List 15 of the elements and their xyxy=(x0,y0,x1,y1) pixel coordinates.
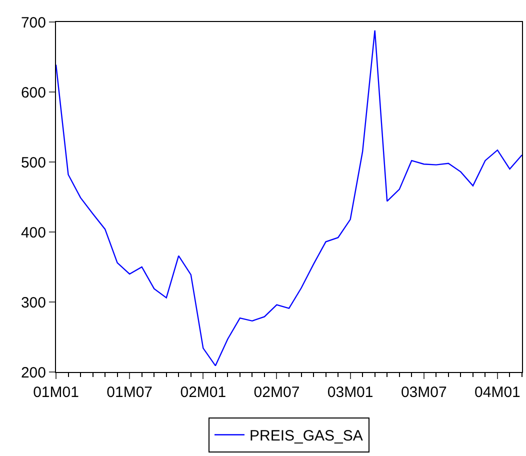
x-tick-label: 02M07 xyxy=(254,384,300,401)
y-tick-label: 400 xyxy=(20,224,46,242)
y-tick-label: 500 xyxy=(20,154,46,172)
y-tick-label: 300 xyxy=(20,294,46,312)
x-tick-label: 04M01 xyxy=(474,384,520,401)
legend-label: PREIS_GAS_SA xyxy=(250,428,363,445)
x-tick-label: 02M01 xyxy=(180,384,226,401)
x-tick-label: 03M07 xyxy=(400,384,447,401)
y-tick-label: 700 xyxy=(20,14,46,32)
y-tick-label: 200 xyxy=(20,364,46,382)
y-tick-label: 600 xyxy=(20,84,46,102)
x-tick-label: 03M01 xyxy=(327,384,374,401)
x-tick-label: 01M01 xyxy=(33,384,79,401)
x-tick-label: 01M07 xyxy=(106,384,153,401)
line-series xyxy=(56,30,522,366)
